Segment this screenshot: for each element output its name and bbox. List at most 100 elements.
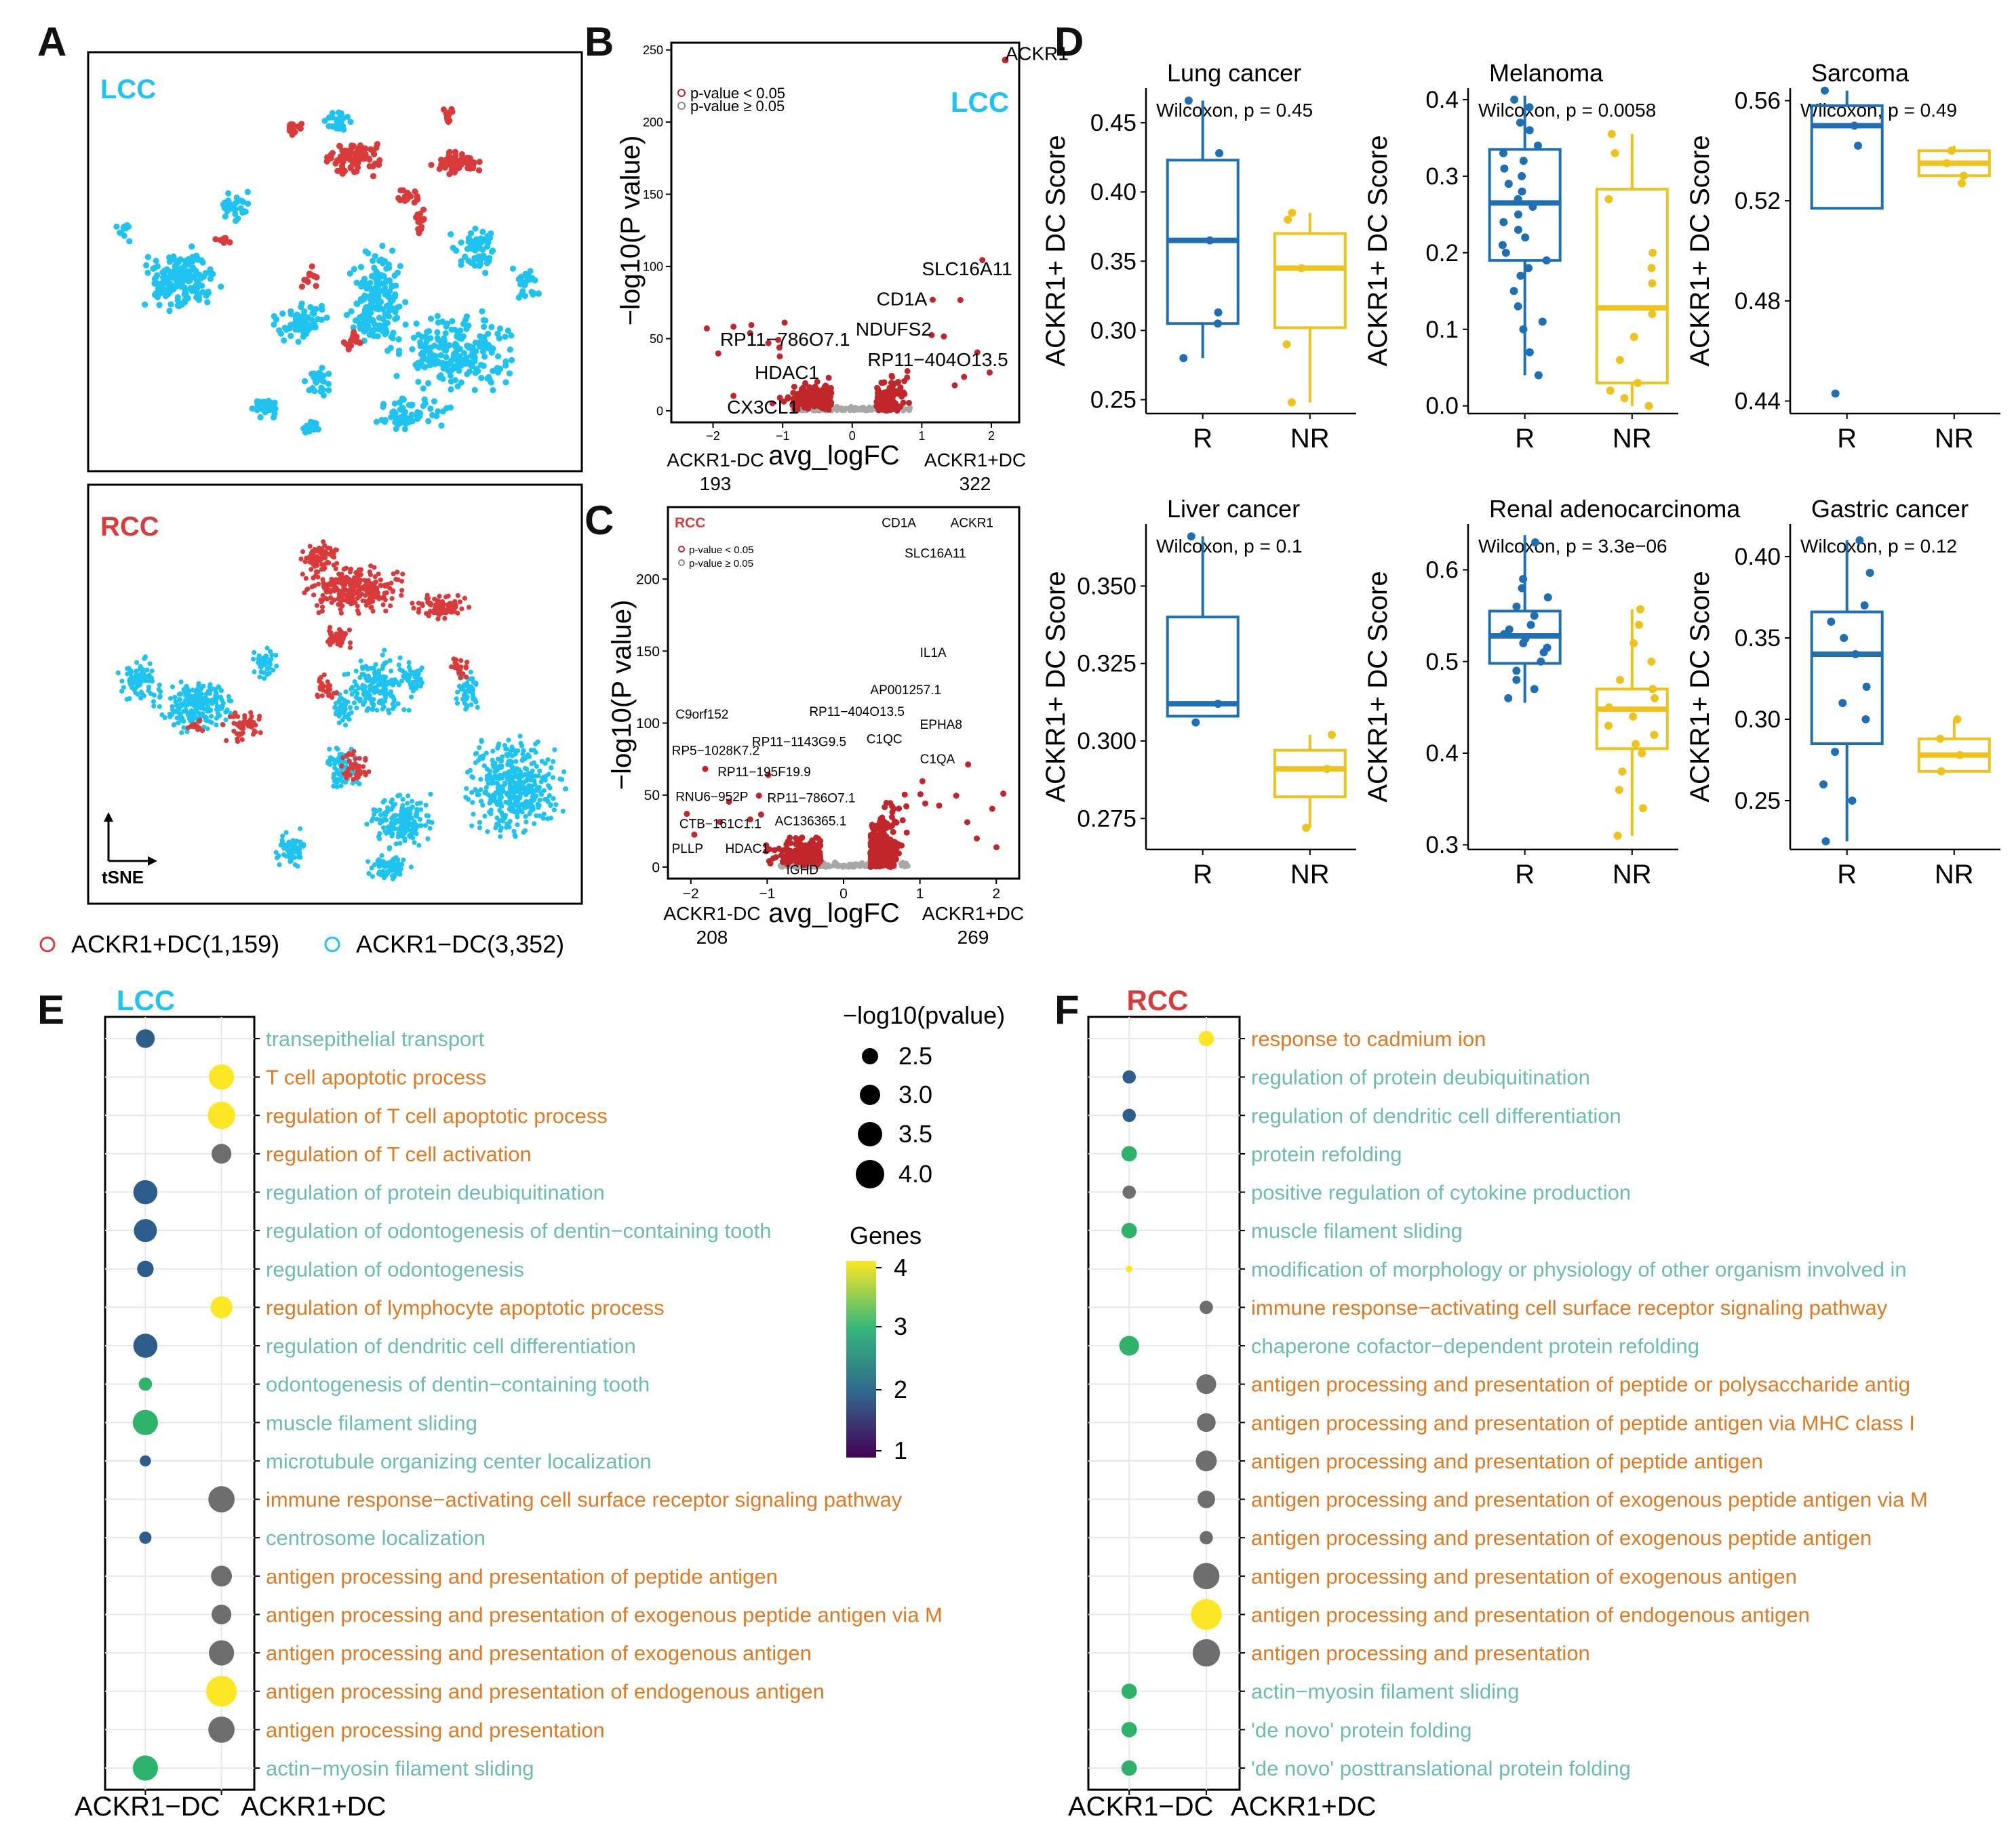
tsne-rcc-point [481, 763, 487, 769]
tsne-rcc-point [250, 731, 256, 737]
tsne-rcc-point [498, 772, 503, 778]
tsne-rcc-point [302, 590, 307, 596]
boxplot-ytick-label: 0.25 [1735, 788, 1781, 814]
tsne-lcc-point [485, 239, 492, 245]
boxplot-point [1604, 703, 1613, 712]
tsne-lcc-point [304, 279, 311, 285]
tsne-rcc-point [384, 862, 389, 867]
tsne-lcc-point [381, 418, 389, 425]
size-legend-dot-40 [856, 1160, 884, 1188]
tsne-rcc-point [372, 590, 378, 595]
dotplot-f-frame [1087, 1016, 1241, 1791]
tsne-lcc-point [121, 233, 127, 239]
tsne-rcc-point [351, 587, 356, 593]
tsne-lcc-point [311, 370, 317, 377]
tsne-lcc-point [232, 206, 239, 213]
tsne-rcc-point [450, 609, 456, 614]
tsne-lcc-point [481, 353, 488, 360]
tsne-lcc-point [189, 243, 195, 250]
tsne-rcc-point [523, 778, 529, 784]
tsne-lcc-point [453, 165, 460, 172]
tsne-rcc-point [288, 850, 293, 856]
tsne-rcc-point [529, 776, 534, 782]
boxplot-point [1179, 354, 1188, 363]
tsne-rcc-point [353, 688, 358, 694]
tsne-rcc-point [344, 593, 350, 598]
tsne-rcc-point [327, 687, 332, 693]
tsne-lcc-point [447, 404, 454, 411]
go-term-label: regulation of protein deubiquitination [266, 1181, 605, 1205]
volcano-c-legend-sig: p-value < 0.05 [689, 544, 754, 556]
tsne-lcc-point [458, 239, 465, 246]
tsne-rcc-point [393, 856, 399, 861]
tsne-lcc-point [126, 238, 133, 245]
boxplot-ytick-label: 0.275 [1077, 805, 1137, 832]
tsne-rcc-point [333, 566, 338, 571]
boxplot-xtick-label: R [1193, 860, 1212, 889]
go-term-label: antigen processing and presentation of e… [266, 1680, 825, 1704]
tsne-rcc-point [367, 678, 372, 683]
tsne-rcc-point [318, 675, 323, 680]
boxplot-xtick-label: R [1837, 860, 1857, 889]
panel-letter-b: B [585, 19, 614, 64]
tsne-rcc-point [477, 745, 482, 750]
tsne-lcc-point [422, 334, 429, 340]
boxplot-point [1499, 218, 1508, 226]
boxplot-stat: Wilcoxon, p = 0.0058 [1478, 100, 1656, 121]
tsne-lcc-point [366, 332, 373, 338]
tsne-rcc-point [315, 569, 321, 575]
tsne-rcc-point [264, 666, 270, 672]
tsne-rcc-point [382, 647, 387, 653]
tsne-rcc-point [498, 834, 503, 839]
tsne-lcc-point [279, 310, 286, 317]
tsne-lcc-point [387, 277, 393, 284]
tsne-lcc-point [165, 281, 172, 288]
tsne-rcc-point [398, 818, 403, 824]
tsne-rcc-point [397, 793, 403, 798]
tsne-rcc-point [369, 605, 374, 610]
volcano-gene-label: AP001257.1 [870, 683, 941, 698]
tsne-rcc-point [452, 665, 458, 670]
tsne-rcc-point [537, 768, 542, 774]
tsne-rcc-point [149, 679, 155, 684]
tsne-rcc-point [248, 717, 253, 723]
tsne-rcc-point [493, 799, 498, 804]
volcano-gene-label: C9orf152 [675, 708, 728, 722]
volcano-point-sig [919, 778, 926, 784]
tsne-lcc-point [368, 309, 374, 316]
tsne-rcc-point [372, 679, 378, 684]
volcano-point-sig [871, 825, 878, 832]
tsne-rcc-point [134, 668, 139, 674]
tsne-lcc-point [172, 256, 178, 263]
boxplot-xtick-label: R [1193, 424, 1212, 454]
panel-a: LCC RCC tSNE ACKR1+DC(1,159) ACKR1−DC(3,… [39, 51, 583, 958]
boxplot-ytick-label: 0.350 [1077, 573, 1137, 599]
tsne-rcc-point [472, 696, 477, 702]
tsne-rcc-point [275, 855, 280, 860]
tsne-lcc-point [343, 341, 350, 348]
volcano-b-title: LCC [951, 86, 1009, 118]
tsne-rcc-point [363, 684, 368, 689]
go-term-label: antigen processing and presentation [1251, 1641, 1590, 1665]
tsne-lcc-point [402, 321, 409, 328]
dotplot-dot [1197, 1490, 1215, 1508]
tsne-lcc-point [187, 285, 194, 292]
tsne-lcc-point [480, 317, 487, 323]
tsne-rcc-point [347, 581, 353, 586]
tsne-rcc-point [303, 576, 309, 581]
tsne-rcc-point [408, 828, 414, 833]
tsne-lcc-point [365, 250, 372, 257]
tsne-rcc-point [548, 816, 554, 821]
volcano-point-sig [899, 817, 906, 824]
tsne-rcc-point [405, 801, 410, 806]
tsne-lcc-point [309, 263, 315, 270]
tsne-rcc-point [551, 807, 557, 813]
boxplot-ytick-label: 0.4 [1425, 740, 1459, 767]
tsne-lcc-point [436, 344, 443, 350]
tsne-lcc-point [508, 332, 515, 339]
tsne-rcc-point [200, 696, 205, 702]
tsne-rcc-point [382, 798, 387, 803]
tsne-rcc-point [492, 769, 498, 774]
tsne-lcc-point [431, 398, 438, 405]
volcano-point-sig [715, 350, 722, 357]
